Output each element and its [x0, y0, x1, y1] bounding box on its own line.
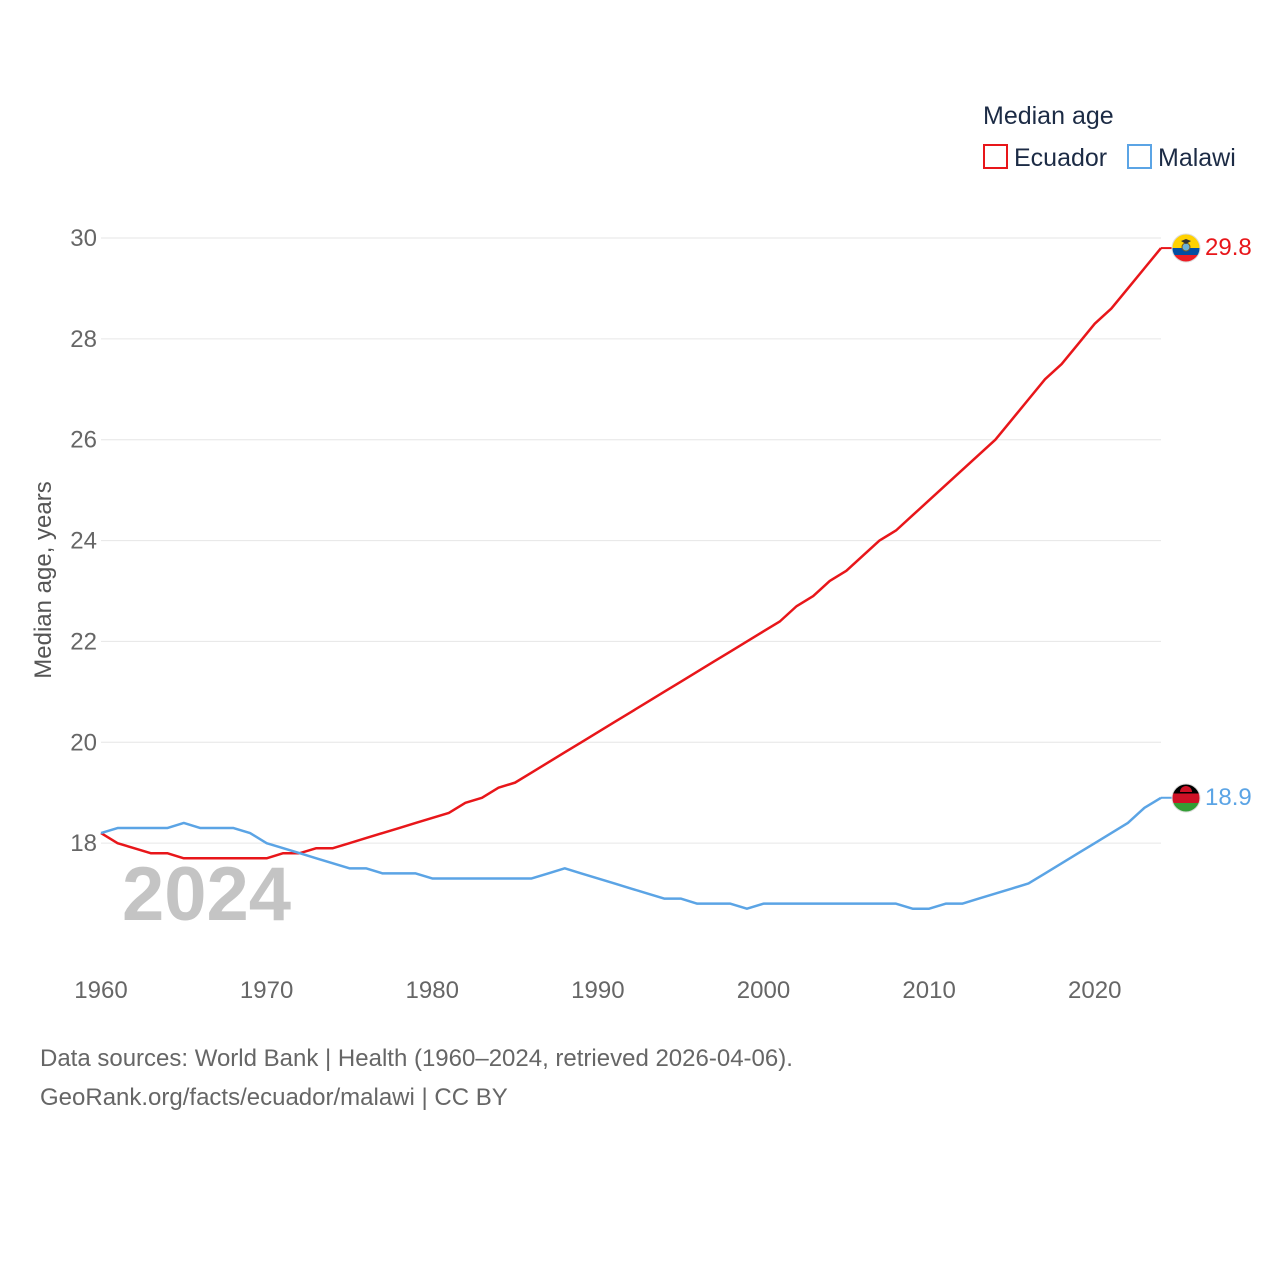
y-axis: 18 20 22 24 26 28 30	[70, 225, 97, 857]
x-tick-label: 1980	[406, 977, 459, 1004]
y-tick-label: 24	[70, 528, 97, 555]
x-tick-label: 2010	[902, 977, 955, 1004]
year-watermark: 2024	[122, 852, 291, 937]
credit-link[interactable]: GeoRank.org/facts/ecuador/malawi | CC BY	[40, 1084, 508, 1111]
end-markers	[1171, 233, 1201, 813]
x-tick-label: 1990	[571, 977, 624, 1004]
y-tick-label: 30	[70, 225, 97, 252]
y-axis-label: Median age, years	[30, 481, 57, 678]
series-line-malawi[interactable]	[100, 796, 1162, 910]
malawi-flag-icon	[1171, 783, 1201, 813]
x-tick-label: 1970	[240, 977, 293, 1004]
data-sources-text: Data sources: World Bank | Health (1960–…	[40, 1045, 793, 1072]
legend-item-malawi[interactable]: Malawi	[1127, 144, 1236, 172]
chart: 18 20 22 24 26 28 30 1960 1970 1980 1990 2000 2010 2…	[30, 102, 1252, 1004]
end-label-ecuador: 29.8	[1205, 234, 1252, 261]
series-line-ecuador[interactable]	[100, 247, 1162, 860]
x-tick-label: 1960	[74, 977, 127, 1004]
y-tick-label: 26	[70, 427, 97, 454]
legend: Median age Ecuador Malawi	[983, 102, 1236, 172]
y-tick-label: 20	[70, 729, 97, 756]
ecuador-flag-icon	[1171, 233, 1201, 263]
x-axis: 1960 1970 1980 1990 2000 2010 2020	[74, 977, 1121, 1004]
legend-item-ecuador[interactable]: Ecuador	[983, 144, 1107, 172]
legend-swatch-malawi	[1127, 144, 1152, 169]
grid-lines	[101, 237, 1161, 844]
legend-label-ecuador: Ecuador	[1014, 144, 1107, 172]
legend-swatch-ecuador	[983, 144, 1008, 169]
series-lines	[100, 247, 1172, 910]
y-tick-label: 22	[70, 628, 97, 655]
x-tick-label: 2000	[737, 977, 790, 1004]
y-tick-label: 28	[70, 326, 97, 353]
legend-title: Median age	[983, 102, 1114, 130]
legend-label-malawi: Malawi	[1158, 144, 1236, 172]
end-label-malawi: 18.9	[1205, 784, 1252, 811]
x-tick-label: 2020	[1068, 977, 1121, 1004]
y-tick-label: 18	[70, 830, 97, 857]
end-labels: 29.8 18.9	[1205, 234, 1252, 811]
